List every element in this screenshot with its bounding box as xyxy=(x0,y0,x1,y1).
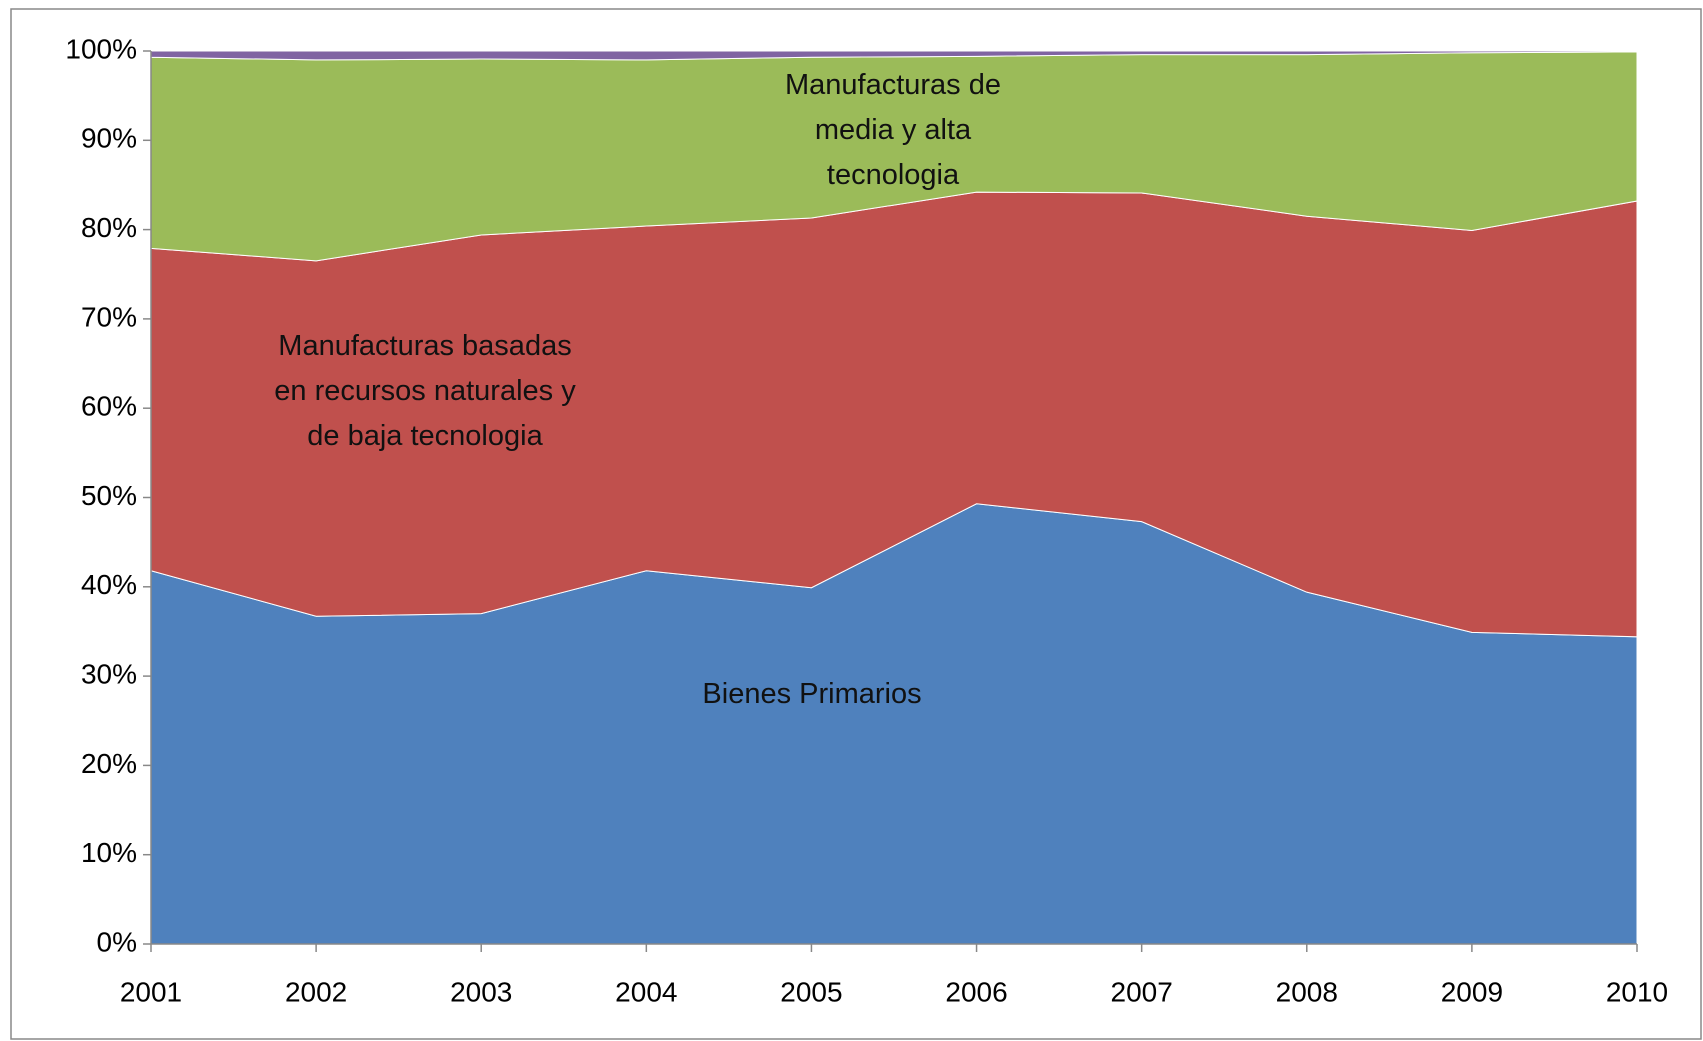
area-label: Manufacturas de media y alta tecnologia xyxy=(785,69,1001,191)
y-tick-label: 50% xyxy=(81,480,137,511)
x-tick-label: 2008 xyxy=(1276,976,1338,1007)
y-tick-label: 80% xyxy=(81,212,137,243)
y-tick-label: 20% xyxy=(81,748,137,779)
y-tick-label: 60% xyxy=(81,391,137,422)
area-label-line: Manufacturas de xyxy=(785,69,1001,101)
y-tick-label: 70% xyxy=(81,301,137,332)
area-label-line: tecnologia xyxy=(827,159,960,191)
x-tick-label: 2003 xyxy=(450,976,512,1007)
x-tick-label: 2001 xyxy=(120,976,182,1007)
area-label-line: de baja tecnologia xyxy=(307,420,543,452)
y-tick-label: 0% xyxy=(97,926,137,957)
x-tick-label: 2007 xyxy=(1111,976,1173,1007)
y-tick-label: 30% xyxy=(81,658,137,689)
x-tick-label: 2002 xyxy=(285,976,347,1007)
x-tick-label: 2010 xyxy=(1606,976,1668,1007)
area-label-line: Bienes Primarios xyxy=(702,678,921,710)
area-label: Manufacturas basadas en recursos naturale… xyxy=(274,330,576,452)
x-tick-label: 2005 xyxy=(780,976,842,1007)
x-tick-label: 2006 xyxy=(945,976,1007,1007)
area xyxy=(150,50,1638,61)
y-tick-label: 10% xyxy=(81,837,137,868)
area-label: Bienes Primarios xyxy=(702,678,921,710)
x-tick-label: 2009 xyxy=(1441,976,1503,1007)
x-tick-label: 2004 xyxy=(615,976,677,1007)
area-label-line: Manufacturas basadas xyxy=(278,330,571,362)
y-tick-label: 90% xyxy=(81,123,137,154)
area-label-line: media y alta xyxy=(815,114,972,146)
y-tick-label: 40% xyxy=(81,569,137,600)
y-tick-label: 100% xyxy=(65,33,137,64)
area-label-line: en recursos naturales y xyxy=(274,375,576,407)
